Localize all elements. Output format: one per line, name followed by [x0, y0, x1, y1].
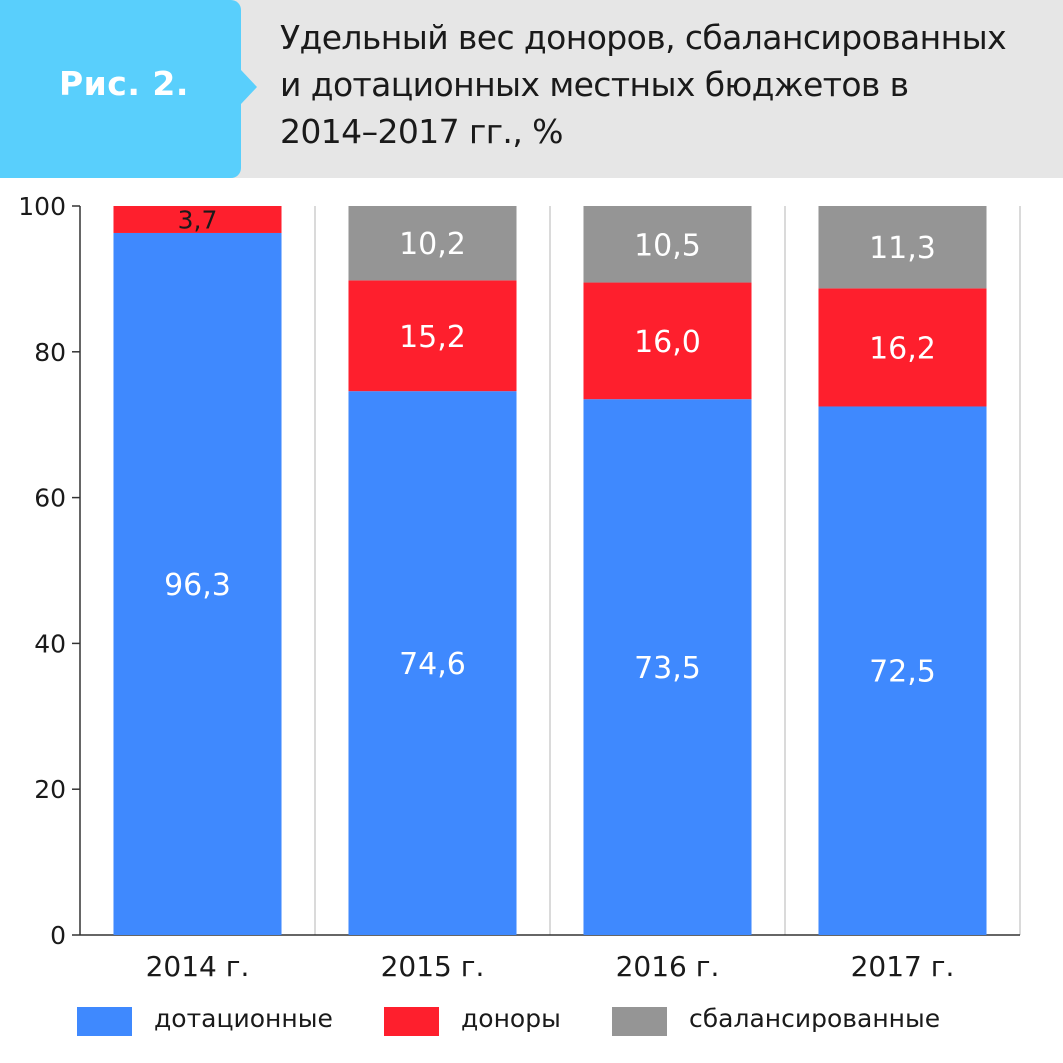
bar-segment: [818, 206, 987, 289]
y-tick-label: 40: [34, 629, 66, 658]
data-label: 72,5: [869, 655, 936, 690]
x-tick-label: 2015 г.: [381, 950, 485, 983]
bar-segment: [583, 399, 752, 935]
bar-segment: [348, 280, 517, 392]
bar-segment: [818, 406, 987, 936]
legend-label: сбалансированные: [689, 1004, 941, 1033]
data-label: 16,0: [634, 325, 701, 360]
chart-title: Удельный вес доноров, сбалансированных и…: [280, 18, 1007, 151]
bar-segment: [348, 206, 517, 281]
x-tick-label: 2014 г.: [146, 950, 250, 983]
bar-segment: [348, 391, 517, 935]
legend: дотационные доноры сбалансированные: [0, 1000, 1063, 1050]
data-label: 10,5: [634, 228, 701, 263]
data-label: 96,3: [164, 568, 231, 603]
y-tick-label: 100: [18, 192, 66, 221]
legend-swatch: [384, 1007, 439, 1036]
y-tick-label: 60: [34, 484, 66, 513]
legend-swatch: [77, 1007, 132, 1036]
legend-label: доноры: [461, 1004, 561, 1033]
data-label: 3,7: [178, 205, 218, 234]
bar-segment: [583, 282, 752, 400]
y-tick-label: 80: [34, 338, 66, 367]
legend-label: дотационные: [154, 1004, 333, 1033]
x-tick-label: 2016 г.: [616, 950, 720, 983]
legend-swatch: [612, 1007, 667, 1036]
data-label: 73,5: [634, 651, 701, 686]
y-tick-label: 0: [50, 921, 66, 950]
bar-segment: [818, 288, 987, 407]
bar-segment: [583, 206, 752, 283]
data-label: 15,2: [399, 320, 466, 355]
data-label: 74,6: [399, 647, 466, 682]
badge-arrow: [241, 70, 257, 104]
data-label: 11,3: [869, 231, 936, 266]
data-label: 10,2: [399, 227, 466, 262]
figure-number: Рис. 2.: [59, 64, 189, 103]
y-tick-label: 20: [34, 775, 66, 804]
figure-header: Рис. 2. Удельный вес доноров, сбалансиро…: [0, 0, 1063, 178]
x-tick-label: 2017 г.: [851, 950, 955, 983]
figure-badge: Рис. 2.: [0, 0, 241, 178]
stacked-bar-chart: 0 20 40 60 80 100 96,3 3,7 2014 г. 74,6 15,2 10,2 20…: [18, 192, 1021, 983]
data-label: 16,2: [869, 331, 936, 366]
bar-segment: [113, 206, 282, 233]
bar-segment: [113, 232, 282, 935]
